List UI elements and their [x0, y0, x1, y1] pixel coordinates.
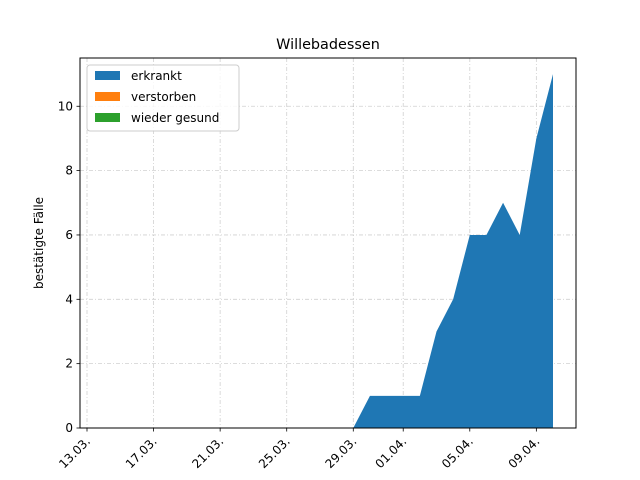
legend-label: verstorben [131, 90, 196, 104]
legend-frame [86, 64, 240, 132]
legend: erkrankt verstorben wieder gesund [86, 64, 240, 132]
y-axis-title: bestätigte Fälle [32, 197, 46, 289]
legend-swatch [95, 113, 120, 122]
legend-label: wieder gesund [131, 111, 219, 125]
legend-swatch [95, 92, 120, 101]
plot-areas [87, 74, 553, 428]
y-tick-label: 2 [65, 357, 73, 371]
chart-title: Willebadessen [276, 37, 380, 53]
y-tick-label: 10 [58, 99, 73, 113]
y-tick-label: 6 [65, 228, 73, 242]
y-tick-label: 8 [65, 164, 73, 178]
plot-frame [79, 57, 577, 429]
y-tick-label: 4 [65, 292, 73, 306]
y-tick-label: 0 [65, 421, 73, 435]
legend-swatch [95, 71, 120, 80]
y-axis: 0 2 4 6 8 10 [58, 99, 80, 435]
legend-label: erkrankt [131, 69, 182, 83]
area-erkrankt [87, 74, 553, 428]
